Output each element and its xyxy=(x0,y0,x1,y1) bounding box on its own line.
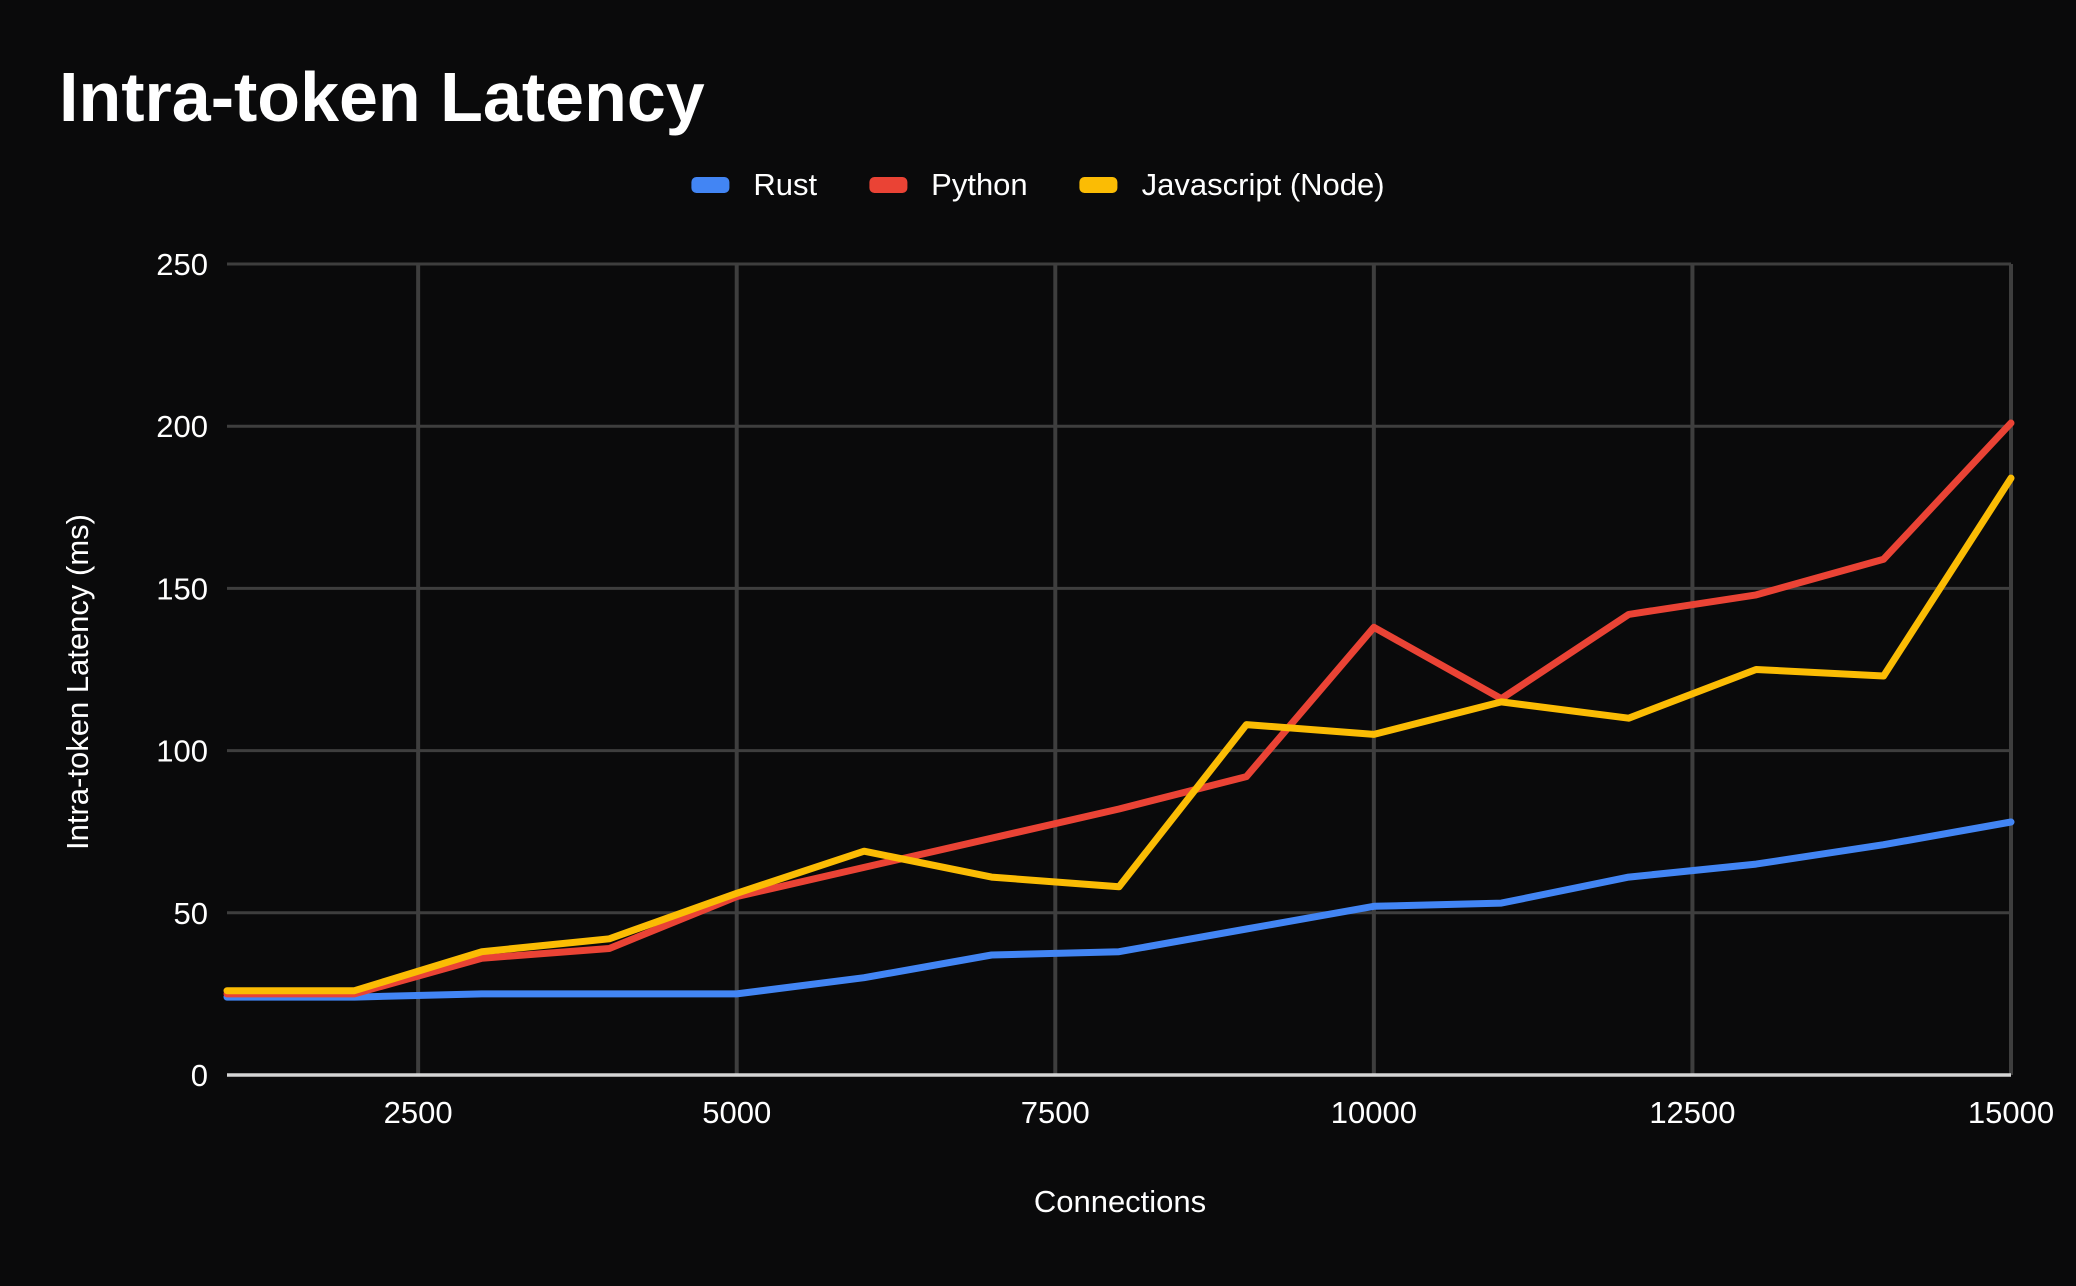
y-tick-label: 150 xyxy=(156,571,208,606)
legend: Rust Python Javascript (Node) xyxy=(691,167,1385,203)
legend-item-python[interactable]: Python xyxy=(869,167,1028,203)
series-line-javascript-node xyxy=(223,474,2015,995)
legend-label-python: Python xyxy=(931,167,1028,202)
x-tick-label: 2500 xyxy=(384,1095,453,1130)
x-tick-label: 10000 xyxy=(1331,1095,1417,1130)
y-tick-label: 50 xyxy=(174,896,208,931)
series-line-rust xyxy=(223,818,2015,1001)
legend-swatch-rust xyxy=(691,177,730,193)
y-tick-label: 100 xyxy=(156,734,208,769)
x-axis-title: Connections xyxy=(1033,1184,1207,1219)
y-tick-label: 200 xyxy=(156,409,208,444)
series-line-python xyxy=(223,419,2015,998)
y-tick-label: 250 xyxy=(156,247,208,282)
legend-item-rust[interactable]: Rust xyxy=(691,167,817,203)
x-tick-label: 15000 xyxy=(1968,1095,2054,1130)
legend-label-javascript: Javascript (Node) xyxy=(1141,167,1385,202)
legend-label-rust: Rust xyxy=(753,167,818,202)
x-tick-label: 12500 xyxy=(1649,1095,1735,1130)
page-title: Intra-token Latency xyxy=(59,58,705,136)
y-axis-title: Intra-token Latency (ms) xyxy=(60,514,95,850)
legend-swatch-python xyxy=(869,177,908,193)
legend-item-javascript[interactable]: Javascript (Node) xyxy=(1079,167,1385,203)
legend-swatch-javascript xyxy=(1079,177,1118,193)
y-tick-label: 0 xyxy=(191,1058,208,1093)
x-tick-label: 5000 xyxy=(702,1095,771,1130)
x-tick-label: 7500 xyxy=(1021,1095,1090,1130)
